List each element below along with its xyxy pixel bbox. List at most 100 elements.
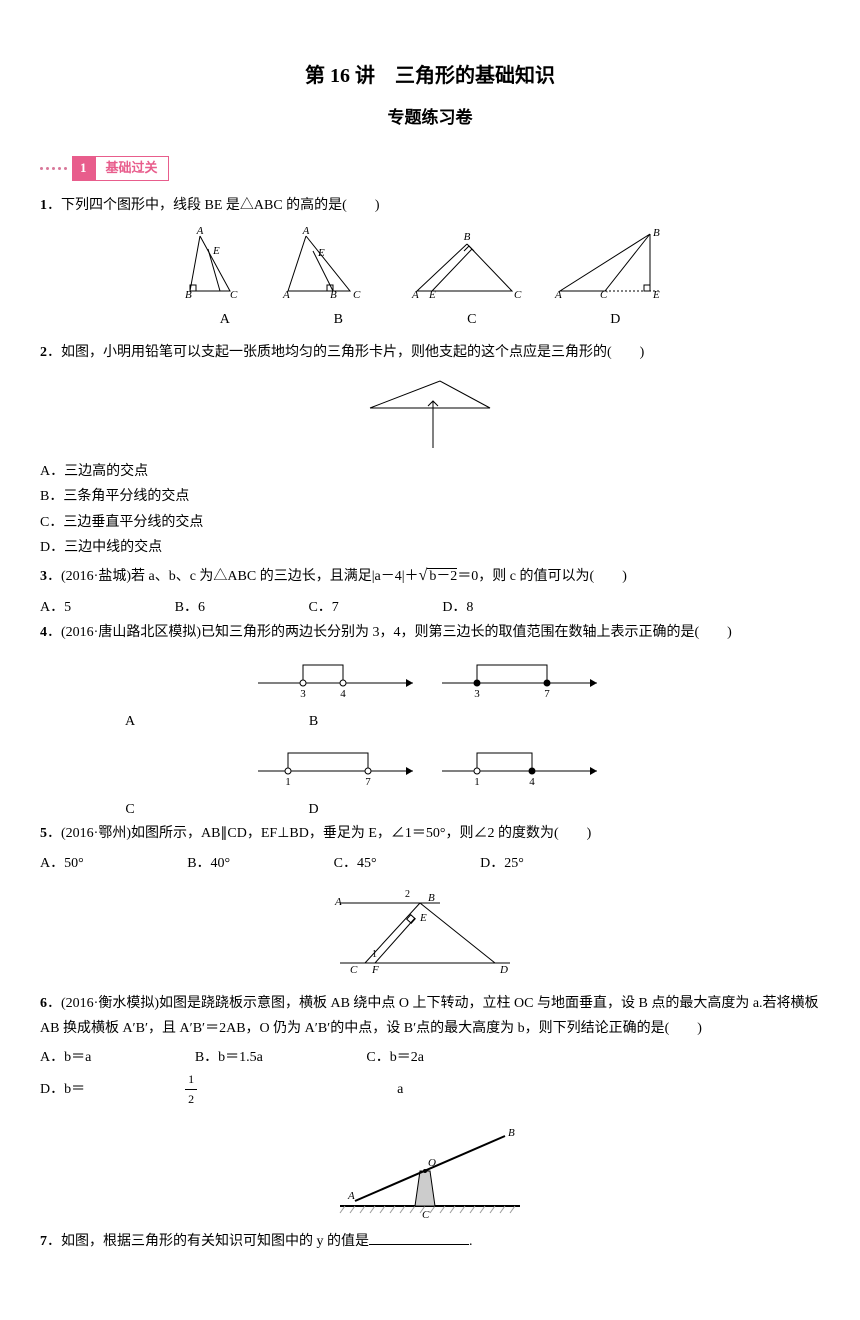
svg-text:B: B (653, 227, 660, 239)
q6-opt-c: C．b＝2a (366, 1047, 424, 1069)
q2-opt-a: A．三边高的交点 (40, 461, 820, 483)
q5-text: ．(2016·鄂州)如图所示，AB∥CD，EF⊥BD，垂足为 E，∠1＝50°，… (47, 826, 591, 841)
q1-figures: A E B C A E A B C B A E C B A C E (40, 226, 820, 301)
svg-text:A: A (195, 226, 203, 237)
svg-text:C: C (350, 964, 358, 976)
q2-num: 2 (40, 345, 47, 360)
q3-sqrt: b－2 (427, 568, 457, 584)
q5-opt-a: A．50° (40, 853, 84, 875)
badge-num: 1 (72, 156, 95, 181)
q1-label-b: B (278, 309, 398, 331)
q7-blank (369, 1231, 469, 1245)
svg-text:B: B (428, 892, 435, 904)
svg-text:B: B (463, 231, 470, 243)
svg-text:O: O (428, 1157, 436, 1169)
q4-figures-row1: 3 4 3 7 (40, 653, 820, 703)
q3-opt-a: A．5 (40, 597, 71, 619)
q5-opt-c: C．45° (334, 853, 377, 875)
q6-opt-a: A．b＝a (40, 1047, 91, 1069)
q4-label-b: B (224, 711, 404, 733)
q2-opt-c: C．三边垂直平分线的交点 (40, 512, 820, 534)
svg-text:3: 3 (474, 688, 480, 700)
q1-fig-d: B A C E (545, 226, 685, 301)
svg-text:A: A (411, 289, 419, 301)
svg-text:C: C (230, 289, 238, 301)
svg-text:A: A (302, 226, 310, 237)
svg-text:1: 1 (372, 949, 377, 960)
q3-text-pre: ．(2016·盐城)若 a、b、c 为△ABC 的三边长，且满足|a－4|＋ (47, 569, 419, 584)
q3-opt-d: D．8 (442, 597, 473, 619)
q1-labels: A B C D (40, 309, 820, 331)
q1-fig-c: B A E C (402, 226, 542, 301)
svg-text:E: E (212, 245, 220, 257)
svg-text:4: 4 (341, 688, 347, 700)
q4-label-c: C (40, 799, 220, 821)
svg-text:A: A (282, 289, 290, 301)
svg-text:7: 7 (544, 688, 550, 700)
svg-text:C: C (353, 289, 361, 301)
svg-text:A: A (334, 896, 342, 908)
q5-opt-d: D．25° (480, 853, 524, 875)
svg-text:1: 1 (286, 776, 292, 788)
q3-opt-b: B．6 (175, 597, 205, 619)
q1-num: 1 (40, 198, 47, 213)
q3-opt-c: C．7 (308, 597, 338, 619)
svg-text:B: B (508, 1127, 515, 1139)
q1-fig-a: A E B C (175, 226, 275, 301)
q3-options: A．5 B．6 C．7 D．8 (40, 597, 820, 619)
question-4: 4．(2016·唐山路北区模拟)已知三角形的两边长分别为 3，4，则第三边长的取… (40, 620, 820, 645)
q6-opt-b: B．b＝1.5a (195, 1047, 263, 1069)
svg-text:E: E (652, 289, 660, 301)
svg-text:D: D (499, 964, 508, 976)
q6-options: A．b＝a B．b＝1.5a C．b＝2a D．b＝12a (40, 1047, 820, 1109)
q5-num: 5 (40, 826, 47, 841)
q1-text: ．下列四个图形中，线段 BE 是△ABC 的高的是( ) (47, 198, 380, 213)
q6-opt-d: D．b＝12a (40, 1070, 503, 1109)
svg-text:C: C (600, 289, 608, 301)
svg-text:1: 1 (474, 776, 480, 788)
q6-num: 6 (40, 996, 47, 1011)
section-badge: 1 基础过关 (72, 156, 169, 181)
q3-num: 3 (40, 569, 47, 584)
q1-label-c: C (402, 309, 542, 331)
question-1: 1．下列四个图形中，线段 BE 是△ABC 的高的是( ) (40, 193, 820, 218)
q4-label-a: A (40, 711, 220, 733)
svg-text:C: C (514, 289, 522, 301)
q2-figure (40, 373, 820, 453)
q4-figures-row2: 1 7 1 4 (40, 741, 820, 791)
q6-figure: A B O C (40, 1121, 820, 1221)
q7-text-pre: ．如图，根据三角形的有关知识可知图中的 y 的值是 (47, 1234, 369, 1249)
q1-label-d: D (545, 309, 685, 331)
q3-text-post: ＝0，则 c 的值可以为( ) (457, 569, 627, 584)
svg-text:3: 3 (301, 688, 307, 700)
q4-text: ．(2016·唐山路北区模拟)已知三角形的两边长分别为 3，4，则第三边长的取值… (47, 625, 732, 640)
q4-label-d: D (224, 799, 404, 821)
q2-options: A．三边高的交点 B．三条角平分线的交点 C．三边垂直平分线的交点 D．三边中线… (40, 461, 820, 560)
question-3: 3．(2016·盐城)若 a、b、c 为△ABC 的三边长，且满足|a－4|＋√… (40, 562, 820, 591)
q4-labels-row1: A B (40, 711, 820, 733)
page-title: 第 16 讲 三角形的基础知识 (40, 60, 820, 92)
dots-icon (40, 167, 67, 170)
q4-num: 4 (40, 625, 47, 640)
svg-text:2: 2 (405, 889, 410, 900)
q7-num: 7 (40, 1234, 47, 1249)
q7-text-post: . (469, 1234, 473, 1249)
svg-text:7: 7 (366, 776, 372, 788)
q2-opt-b: B．三条角平分线的交点 (40, 486, 820, 508)
svg-text:A: A (347, 1190, 355, 1202)
svg-text:C: C (422, 1209, 430, 1221)
q5-opt-b: B．40° (187, 853, 230, 875)
q2-text: ．如图，小明用铅笔可以支起一张质地均匀的三角形卡片，则他支起的这个点应是三角形的… (47, 345, 644, 360)
question-5: 5．(2016·鄂州)如图所示，AB∥CD，EF⊥BD，垂足为 E，∠1＝50°… (40, 821, 820, 846)
svg-text:F: F (371, 964, 379, 976)
q4-labels-row2: C D (40, 799, 820, 821)
q1-label-a: A (175, 309, 275, 331)
page-subtitle: 专题练习卷 (40, 104, 820, 131)
q5-options: A．50° B．40° C．45° D．25° (40, 853, 820, 875)
svg-text:E: E (317, 247, 325, 259)
q2-opt-d: D．三边中线的交点 (40, 537, 820, 559)
svg-text:E: E (428, 289, 436, 301)
svg-text:4: 4 (529, 776, 535, 788)
question-6: 6．(2016·衡水模拟)如图是跷跷板示意图，横板 AB 绕中点 O 上下转动，… (40, 991, 820, 1041)
q5-figure: A B 2 E C F D 1 (40, 883, 820, 983)
